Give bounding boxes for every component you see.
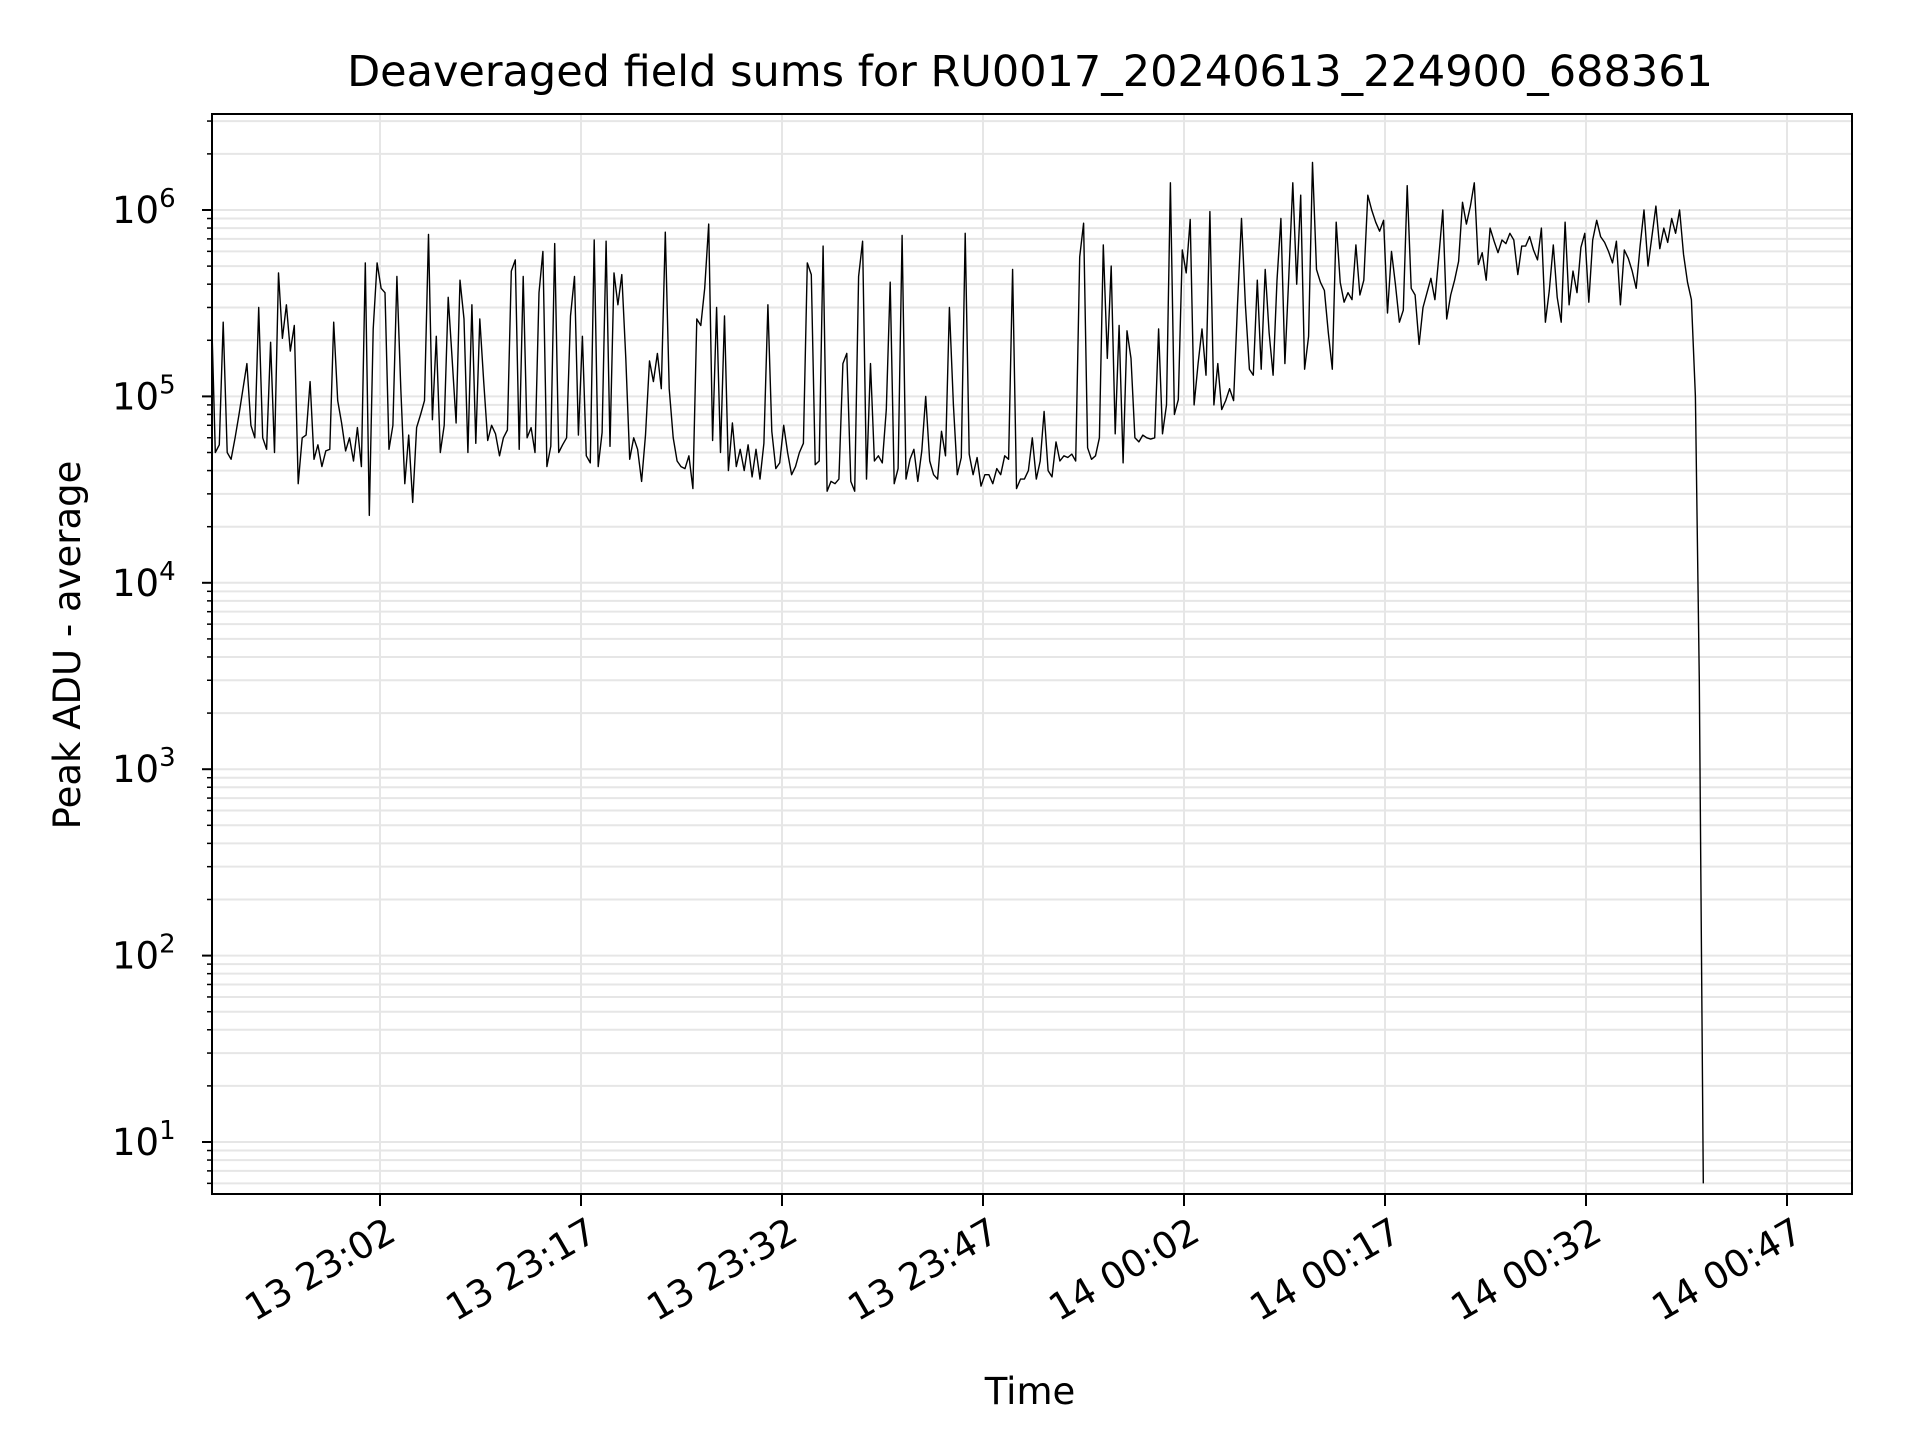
y-tick-label: 104 [112, 557, 176, 605]
y-tick-label: 105 [112, 370, 176, 418]
x-axis-label: Time [984, 1370, 1076, 1413]
grid-layer [212, 114, 1852, 1194]
y-axis-label: Peak ADU - average [46, 461, 89, 830]
y-tick-label: 103 [112, 743, 176, 791]
y-tick-label: 101 [112, 1116, 176, 1164]
chart-title: Deaveraged field sums for RU0017_2024061… [347, 47, 1713, 97]
series-layer [212, 161, 1705, 1184]
y-tick-label: 106 [112, 184, 176, 232]
series-line [212, 161, 1705, 1184]
plot-frame [211, 113, 1853, 1195]
y-tick-label: 102 [112, 930, 176, 978]
